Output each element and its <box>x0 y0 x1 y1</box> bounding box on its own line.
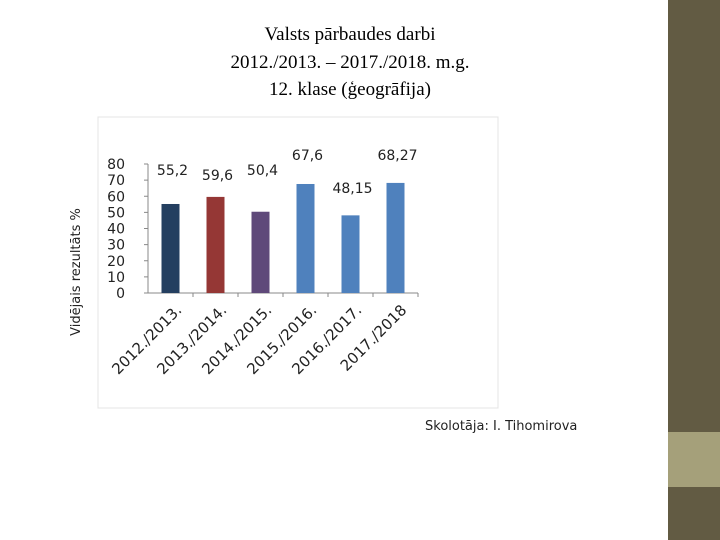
side-block <box>668 432 720 487</box>
y-tick-label: 30 <box>107 238 125 254</box>
y-tick-label: 50 <box>107 205 125 221</box>
bar <box>386 182 405 293</box>
value-label: 59,6 <box>202 168 233 184</box>
y-tick-label: 80 <box>107 157 125 173</box>
value-label: 68,27 <box>377 148 417 164</box>
chart-title: Valsts pārbaudes darbi <box>265 24 436 45</box>
chart-title: 2012./2013. – 2017./2018. m.g. <box>230 52 469 73</box>
bar <box>296 183 315 293</box>
y-tick-label: 40 <box>107 222 125 238</box>
bar <box>341 215 360 293</box>
y-axis-label: Vidējais rezultāts % <box>69 208 84 336</box>
bar <box>206 196 225 293</box>
y-tick-label: 0 <box>116 286 125 302</box>
y-tick-label: 70 <box>107 173 125 189</box>
y-tick-label: 60 <box>107 189 125 205</box>
footer: Skolotāja: I. Tihomirova <box>425 419 577 434</box>
value-label: 67,6 <box>292 148 323 164</box>
value-label: 48,15 <box>332 181 372 197</box>
value-label: 50,4 <box>247 163 278 179</box>
bar <box>251 211 270 293</box>
value-label: 55,2 <box>157 163 188 179</box>
y-tick-label: 10 <box>107 270 125 286</box>
chart-title: 12. klase (ģeogrāfija) <box>269 79 431 100</box>
y-tick-label: 20 <box>107 254 125 270</box>
bar <box>161 203 180 293</box>
